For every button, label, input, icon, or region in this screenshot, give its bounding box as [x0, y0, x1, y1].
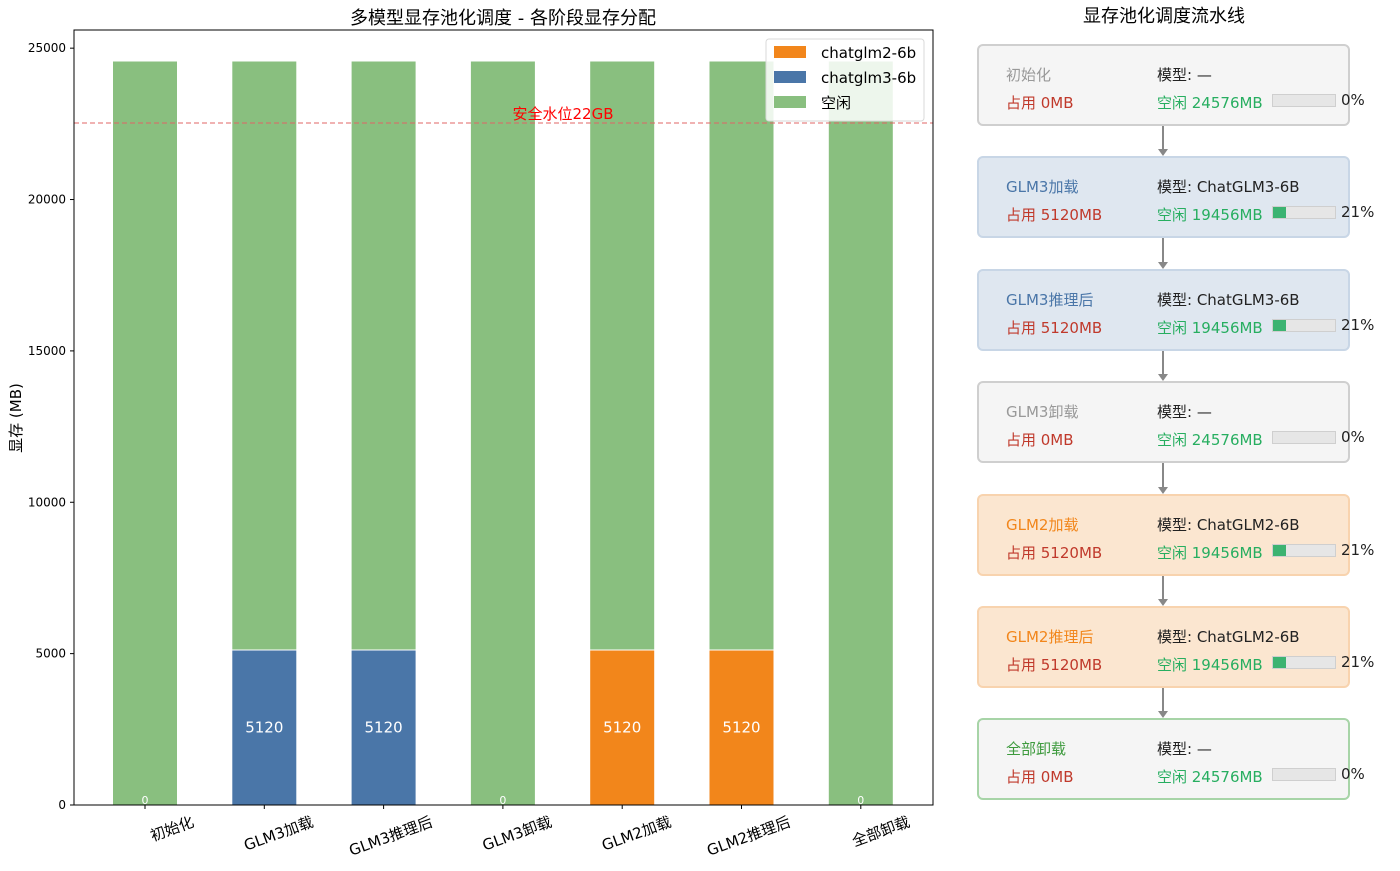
bar-空闲-2	[350, 60, 417, 651]
stage-model: 模型: —	[1157, 66, 1212, 84]
stage-used-memory: 占用 0MB	[1006, 431, 1074, 450]
bar-空闲-4	[589, 60, 656, 651]
stage-used-memory: 占用 5120MB	[1006, 543, 1103, 562]
x-tick-label: 初始化	[148, 813, 196, 845]
bar-空闲-3	[469, 60, 536, 806]
stage-model: 模型: —	[1157, 740, 1212, 759]
stage-free-memory: 空闲 19456MB	[1157, 656, 1263, 674]
x-tick-label: GLM3卸载	[480, 813, 554, 855]
stage-name: 初始化	[1006, 66, 1052, 84]
usage-progress-fill	[1273, 319, 1287, 331]
reference-line-layer: 安全水位22GB	[74, 105, 933, 124]
stage-model: 模型: ChatGLM2-6B	[1157, 515, 1300, 534]
usage-progress-bar	[1272, 768, 1336, 782]
usage-percent: 21%	[1341, 315, 1375, 334]
usage-percent: 21%	[1341, 653, 1375, 671]
bar-空闲-0	[112, 60, 178, 806]
stage-card: GLM3推理后 模型: ChatGLM3-6B 占用 5120MB 空闲 19456M…	[977, 268, 1374, 351]
usage-percent: 21%	[1341, 540, 1375, 559]
bar-value-label: 5120	[603, 719, 641, 737]
stage-name: GLM3推理后	[1006, 290, 1094, 309]
safety-threshold-label: 安全水位22GB	[512, 105, 613, 123]
stage-card: GLM2推理后 模型: ChatGLM2-6B 占用 5120MB 空闲 19456M…	[977, 606, 1374, 688]
usage-percent: 0%	[1341, 91, 1365, 109]
stage-model: 模型: ChatGLM2-6B	[1157, 628, 1300, 646]
usage-percent: 21%	[1341, 203, 1375, 222]
stage-model: 模型: —	[1157, 403, 1212, 422]
usage-progress-bar	[1272, 543, 1336, 557]
bar-value-label: 5120	[365, 719, 403, 737]
usage-progress-bar	[1272, 431, 1336, 445]
bars-layer: 0 5120 5120 0 5120 5120 0	[112, 60, 894, 807]
legend-swatch	[774, 96, 806, 108]
stage-card: GLM2加载 模型: ChatGLM2-6B 占用 5120MB 空闲 19456MB…	[977, 493, 1374, 576]
stage-free-memory: 空闲 24576MB	[1157, 431, 1263, 450]
bar-空闲-6	[827, 60, 894, 806]
stage-name: GLM3卸载	[1006, 403, 1079, 422]
stage-name: GLM2加载	[1006, 515, 1079, 534]
stage-name: 全部卸载	[1006, 740, 1067, 759]
usage-progress-bar	[1272, 318, 1336, 332]
stage-model: 模型: ChatGLM3-6B	[1157, 178, 1300, 197]
stage-free-memory: 空闲 19456MB	[1157, 543, 1263, 562]
y-axis-label: 显存 (MB)	[7, 383, 25, 453]
stage-name: GLM3加载	[1006, 178, 1079, 197]
y-tick-label: 15000	[28, 344, 66, 358]
chart-title: 多模型显存池化调度 - 各阶段显存分配	[350, 8, 656, 29]
bar-value-label: 5120	[245, 719, 283, 737]
x-tick-label: GLM2推理后	[705, 813, 793, 860]
bar-value-label: 5120	[722, 719, 760, 737]
x-tick-label: GLM3推理后	[347, 813, 435, 860]
stage-card: GLM3卸载 模型: — 占用 0MB 空闲 24576MB 0%	[977, 381, 1365, 464]
stage-model: 模型: ChatGLM3-6B	[1157, 290, 1300, 309]
bar-空闲-5	[708, 60, 775, 651]
bar-value-label: 0	[142, 794, 149, 807]
legend-label: 空闲	[821, 94, 851, 112]
bar-空闲-1	[231, 60, 298, 651]
stage-free-memory: 空闲 24576MB	[1157, 768, 1263, 787]
stage-card: GLM3加载 模型: ChatGLM3-6B 占用 5120MB 空闲 19456MB…	[977, 156, 1374, 239]
stage-name: GLM2推理后	[1006, 628, 1094, 646]
legend-label: chatglm3-6b	[821, 69, 916, 87]
stage-card: 全部卸载 模型: — 占用 0MB 空闲 24576MB 0%	[977, 718, 1365, 801]
bar-value-label: 0	[499, 794, 506, 807]
bar-value-label: 0	[857, 794, 864, 807]
x-tick-label: GLM3加载	[241, 813, 315, 855]
usage-progress-bar	[1272, 94, 1336, 107]
y-tick-label: 20000	[28, 193, 66, 207]
usage-percent: 0%	[1341, 765, 1365, 784]
stage-used-memory: 占用 0MB	[1006, 94, 1074, 112]
stage-free-memory: 空闲 19456MB	[1157, 206, 1263, 225]
stage-free-memory: 空闲 24576MB	[1157, 94, 1263, 112]
stage-used-memory: 占用 5120MB	[1006, 656, 1103, 674]
y-tick-label: 10000	[28, 495, 66, 509]
usage-progress-fill	[1273, 544, 1287, 556]
legend-swatch	[774, 46, 806, 58]
usage-progress-bar	[1272, 206, 1336, 220]
plot-frame	[73, 29, 934, 806]
stage-used-memory: 占用 5120MB	[1006, 318, 1103, 337]
x-tick-label: 全部卸载	[850, 813, 913, 850]
memory-allocation-chart: 多模型显存池化调度 - 各阶段显存分配 显存 (MB) 0 5120 5120 0 51…	[7, 8, 934, 860]
y-tick-label: 25000	[28, 41, 66, 55]
stage-free-memory: 空闲 19456MB	[1157, 318, 1263, 337]
stage-used-memory: 占用 0MB	[1006, 768, 1074, 787]
usage-progress-fill	[1273, 657, 1287, 668]
y-tick-label: 5000	[35, 647, 66, 661]
pipeline-title: 显存池化调度流水线	[1083, 6, 1245, 27]
usage-percent: 0%	[1341, 428, 1365, 447]
stage-card: 初始化 模型: — 占用 0MB 空闲 24576MB 0%	[977, 44, 1365, 126]
legend-swatch	[774, 71, 806, 83]
usage-progress-bar	[1272, 656, 1336, 669]
stage-used-memory: 占用 5120MB	[1006, 206, 1103, 225]
bar-chatglm3-6b-2	[350, 649, 417, 806]
usage-progress-fill	[1273, 207, 1287, 219]
legend-label: chatglm2-6b	[821, 44, 916, 62]
x-tick-label: GLM2加载	[599, 813, 673, 855]
y-tick-label: 0	[58, 798, 66, 812]
legend: chatglm2-6b chatglm3-6b 空闲	[765, 38, 925, 122]
